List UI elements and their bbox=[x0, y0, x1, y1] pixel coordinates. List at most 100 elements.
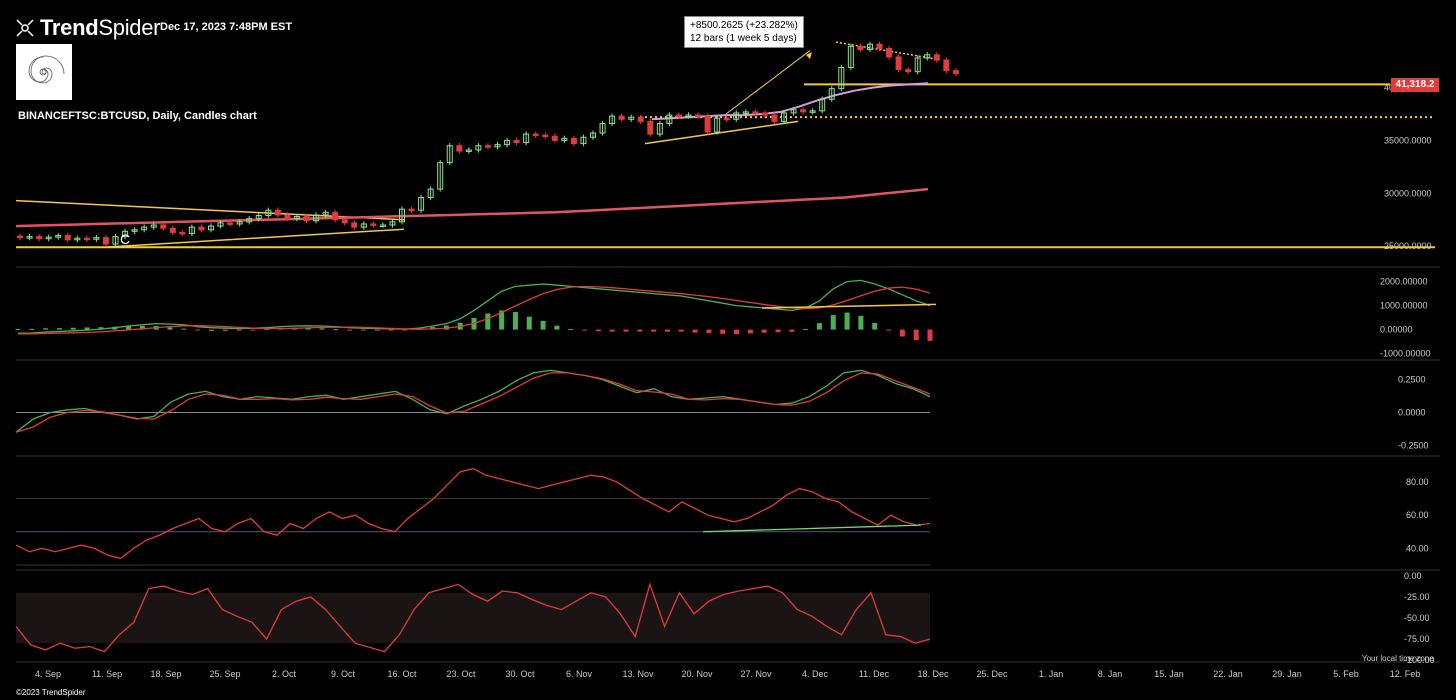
price-axis-label: 35000.0000 bbox=[1384, 135, 1432, 145]
candle-body bbox=[781, 112, 787, 122]
x-axis-label: 23. Oct bbox=[446, 669, 476, 679]
x-axis-label: 29. Jan bbox=[1272, 669, 1302, 679]
macd-histogram-bar bbox=[56, 328, 62, 330]
macd-histogram-bar bbox=[899, 329, 905, 337]
candle-body bbox=[952, 70, 959, 75]
candle-body bbox=[313, 214, 320, 222]
brand-name-bold: Trend bbox=[40, 15, 99, 40]
candle-body bbox=[188, 226, 195, 234]
macd-histogram-bar bbox=[15, 328, 21, 330]
measure-arrow bbox=[725, 50, 811, 115]
candle-body bbox=[924, 54, 931, 59]
rsi-axis-label: 80.00 bbox=[1406, 477, 1429, 487]
candle-body bbox=[389, 221, 396, 226]
candle-body bbox=[26, 236, 33, 239]
candle-body bbox=[141, 226, 148, 231]
price-axis-label: 30000.0000 bbox=[1384, 188, 1432, 198]
macd-histogram-bar bbox=[181, 328, 187, 330]
candle-body bbox=[914, 57, 921, 73]
macd-histogram-bar bbox=[195, 329, 201, 331]
candle-body bbox=[580, 136, 587, 145]
candle-body bbox=[561, 137, 568, 141]
macd-histogram-bar bbox=[264, 328, 270, 330]
macd-histogram-bar bbox=[98, 327, 104, 330]
x-axis-label: 18. Sep bbox=[150, 669, 181, 679]
candle-body bbox=[532, 133, 539, 137]
macd-histogram-bar bbox=[609, 329, 615, 332]
candle-body bbox=[847, 45, 854, 68]
candle-body bbox=[723, 117, 730, 121]
macd-histogram-bar bbox=[29, 328, 35, 330]
candle-body bbox=[800, 109, 807, 113]
x-axis-label: 25. Dec bbox=[976, 669, 1008, 679]
macd-axis-label: 1000.00000 bbox=[1380, 301, 1428, 311]
rsi-axis-label: 40.00 bbox=[1406, 543, 1429, 553]
candle-body bbox=[590, 132, 596, 138]
candle-body bbox=[293, 216, 300, 220]
candle-body bbox=[685, 114, 692, 118]
macd-histogram-bar bbox=[761, 329, 767, 333]
candle-body bbox=[360, 223, 367, 228]
candle-body bbox=[160, 224, 167, 229]
short-ma-line bbox=[651, 82, 929, 121]
candle-body bbox=[876, 43, 883, 49]
macd-histogram-bar bbox=[568, 328, 574, 330]
trendline-dotted-top bbox=[835, 41, 937, 60]
macd-histogram-bar bbox=[43, 328, 49, 330]
candle-body bbox=[112, 236, 119, 245]
candle-body bbox=[494, 144, 501, 148]
candle-body bbox=[465, 149, 472, 152]
candle-body bbox=[886, 47, 893, 58]
candle-body bbox=[236, 221, 243, 225]
measure-arrowhead bbox=[806, 52, 812, 59]
willr-axis-label: -25.00 bbox=[1404, 592, 1430, 602]
macd-histogram-bar bbox=[402, 329, 408, 331]
candle-body bbox=[475, 145, 482, 151]
macd-histogram-bar bbox=[347, 329, 353, 331]
candle-body bbox=[408, 208, 415, 212]
macd-histogram-bar bbox=[816, 323, 822, 330]
candle-body bbox=[45, 236, 52, 240]
x-axis-label: 5. Feb bbox=[1333, 669, 1359, 679]
candle-body bbox=[303, 216, 310, 222]
macd-histogram-bar bbox=[858, 315, 864, 330]
macd-histogram-bar bbox=[692, 329, 698, 333]
callout-bars: 12 bars (1 week 5 days) bbox=[690, 33, 797, 44]
candle-body bbox=[370, 223, 377, 226]
candle-body bbox=[809, 110, 816, 113]
x-axis-label: 15. Jan bbox=[1154, 669, 1184, 679]
macd-histogram-bar bbox=[554, 325, 560, 330]
candle-body bbox=[64, 235, 71, 241]
x-axis-label: 4. Dec bbox=[802, 669, 829, 679]
macd-line bbox=[17, 279, 931, 334]
trendline-flag-low bbox=[644, 120, 799, 145]
candle-body bbox=[523, 133, 530, 144]
candle-body bbox=[742, 111, 749, 114]
macd-signal-line bbox=[17, 285, 931, 335]
price-axis-label: 25000.0000 bbox=[1384, 241, 1432, 251]
candle-body bbox=[83, 237, 90, 241]
osc-line-green bbox=[15, 369, 931, 433]
candle-body bbox=[790, 109, 797, 114]
candle-body bbox=[752, 111, 759, 114]
macd-histogram-bar bbox=[485, 313, 491, 330]
candle-body bbox=[351, 222, 358, 228]
last-price-tag: 41,318.2 bbox=[1391, 78, 1439, 92]
x-axis-label: 25. Sep bbox=[209, 669, 240, 679]
macd-histogram-bar bbox=[388, 329, 394, 331]
candle-body bbox=[666, 114, 673, 125]
macd-histogram-bar bbox=[872, 323, 878, 330]
x-axis-label: 1. Jan bbox=[1039, 669, 1064, 679]
candle-body bbox=[838, 66, 845, 90]
candle-body bbox=[55, 235, 62, 238]
candle-body bbox=[284, 214, 291, 220]
candle-body bbox=[322, 211, 329, 216]
candle-body bbox=[341, 219, 348, 224]
macd-histogram-bar bbox=[70, 327, 76, 330]
macd-histogram-bar bbox=[637, 329, 643, 332]
candle-body bbox=[379, 224, 386, 227]
rsi-axis-label: 60.00 bbox=[1406, 510, 1429, 520]
x-axis-label: 27. Nov bbox=[740, 669, 772, 679]
macd-histogram-bar bbox=[595, 329, 601, 332]
